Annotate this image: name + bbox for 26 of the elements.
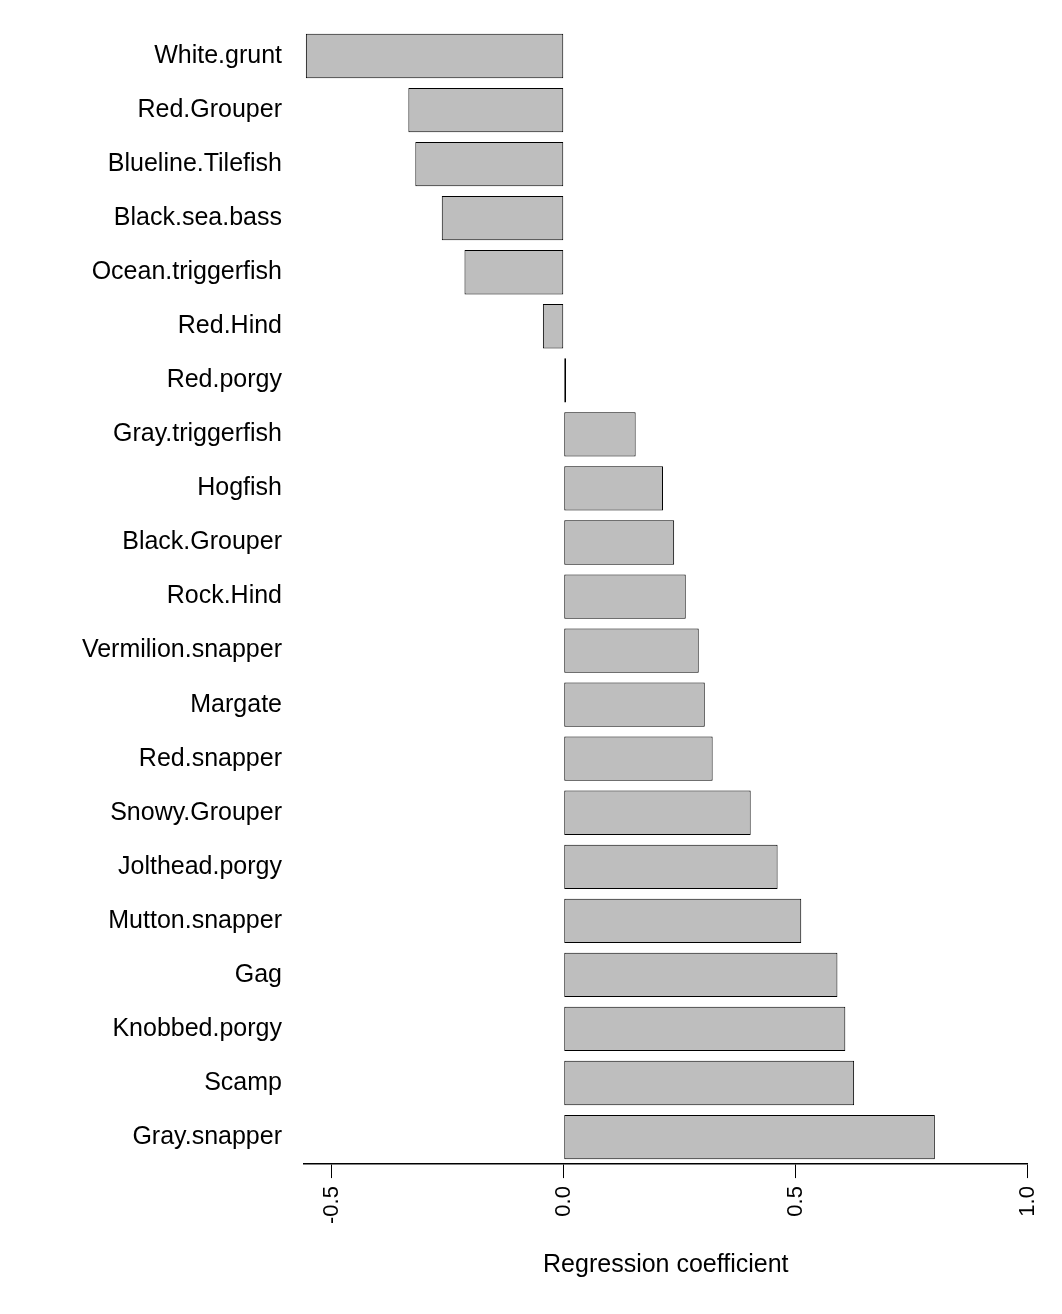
y-tick-label: Red.Hind [177, 310, 282, 339]
y-tick-label: Jolthead.porgy [117, 850, 283, 879]
y-tick-label: Margate [190, 688, 282, 717]
y-tick-label: Gag [234, 958, 282, 987]
x-tick-label: 0.5 [781, 1186, 807, 1217]
y-tick-label: Knobbed.porgy [112, 1012, 283, 1041]
y-tick-label: White.grunt [154, 39, 283, 68]
y-tick-label: Rock.Hind [166, 580, 282, 609]
y-tick-label: Red.porgy [166, 364, 283, 393]
y-tick-label: Gray.triggerfish [112, 418, 282, 447]
y-tick-label: Scamp [204, 1066, 282, 1095]
y-tick-label: Vermilion.snapper [81, 634, 282, 663]
x-axis-title: Regression coefficient [543, 1248, 789, 1277]
x-tick-label: 1.0 [1013, 1186, 1039, 1217]
y-tick-label: Black.sea.bass [113, 202, 282, 231]
y-tick-label: Red.Grouper [137, 93, 282, 122]
y-tick-label: Mutton.snapper [108, 904, 282, 933]
y-tick-label: Blueline.Tilefish [107, 148, 282, 177]
x-tick-label: -0.5 [317, 1186, 343, 1225]
y-tick-label: Black.Grouper [122, 526, 282, 555]
y-tick-label: Red.snapper [138, 742, 282, 771]
y-tick-label: Gray.snapper [132, 1120, 282, 1149]
y-tick-label: Ocean.triggerfish [91, 256, 282, 285]
x-tick-label: 0.0 [549, 1186, 575, 1217]
y-tick-label: Hogfish [197, 472, 282, 501]
y-tick-label: Snowy.Grouper [110, 796, 282, 825]
